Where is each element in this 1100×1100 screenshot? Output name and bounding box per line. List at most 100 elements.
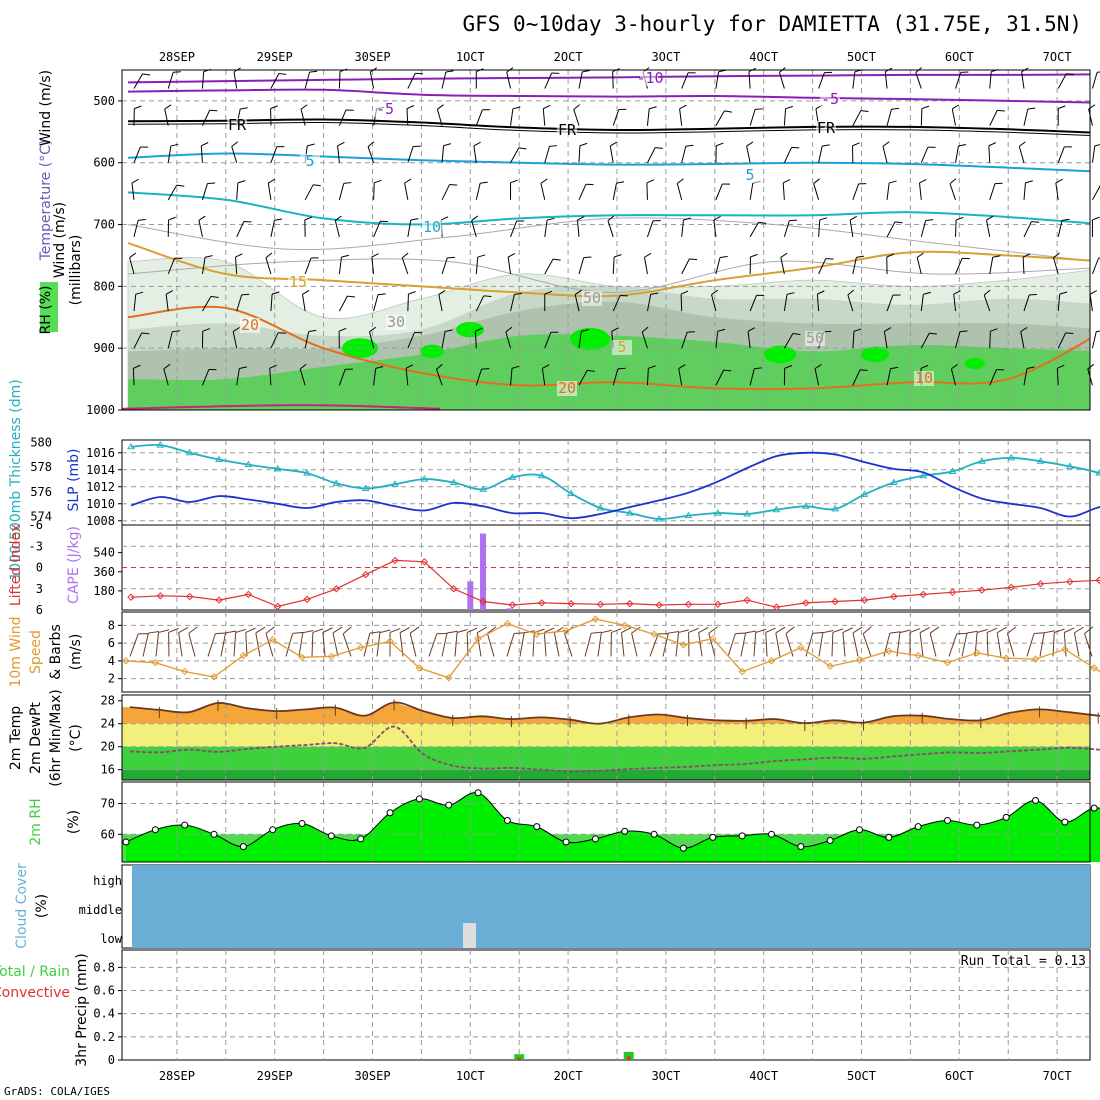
- wind-barb-upper: [749, 182, 754, 200]
- wind-barb-upper: [167, 184, 178, 201]
- wind-barb-upper: [749, 368, 755, 386]
- wind-barb-upper-flag: [617, 367, 626, 370]
- wind-barb-upper: [475, 109, 483, 126]
- wind10-barb: [961, 632, 968, 657]
- dewpt-line: [129, 725, 1100, 773]
- wind-barb-upper: [852, 183, 860, 200]
- wind-barb-upper-flag: [308, 329, 317, 333]
- temp-ylabel-2: 2m DewPt: [28, 702, 44, 774]
- wind-barb-upper: [953, 294, 957, 312]
- wind10-point: [415, 664, 424, 672]
- wind-barb-upper: [200, 145, 203, 163]
- rh2m-point: [269, 826, 277, 834]
- rh2m-point: [826, 836, 834, 844]
- wind-barb-upper: [304, 331, 310, 349]
- wind-barb-upper: [270, 332, 279, 349]
- lifted-index-point: [802, 599, 810, 607]
- wind-barb-upper-flag: [543, 104, 551, 110]
- wind-barb-upper-flag: [679, 104, 687, 110]
- wind10-barb: [818, 632, 824, 657]
- wind-barb-upper-flag: [347, 295, 356, 298]
- wind-barb-upper-flag: [547, 217, 555, 221]
- wind10-y-tick-label: 2: [108, 672, 115, 686]
- wind10-barb: [155, 632, 160, 657]
- wind-barb-upper-flag: [243, 221, 252, 223]
- wind-barb-upper: [369, 71, 375, 89]
- wind-barb-upper: [715, 71, 720, 89]
- wind-barb-upper-flag: [406, 105, 415, 110]
- top-date-label: 5OCT: [847, 50, 876, 64]
- wind-barb-upper-flag: [754, 367, 762, 370]
- wind-barb-upper: [510, 294, 515, 312]
- wind10-barb-flag: [668, 631, 680, 634]
- thickness-point: [860, 490, 869, 497]
- contour-label-bg: [805, 331, 825, 346]
- wind-barb-upper-flag: [512, 106, 521, 110]
- thickness-y-label: 580: [30, 436, 52, 450]
- wind-barb-upper-flag: [894, 221, 903, 224]
- wind-barb-upper-flag: [1020, 326, 1028, 332]
- wind-barb-upper: [407, 73, 416, 89]
- wind-barb-upper: [201, 183, 208, 200]
- wind10-barb: [919, 632, 924, 657]
- wind-barb-upper: [782, 182, 785, 200]
- lifted-index-point: [919, 590, 927, 599]
- wind-barb-upper-flag: [889, 180, 897, 184]
- wind-barb-upper: [715, 257, 721, 275]
- wind-barb-upper-flag: [852, 142, 860, 147]
- thickness-point: [772, 505, 781, 513]
- wind-barb-upper-flag: [676, 178, 684, 184]
- wind-barb-upper-flag: [265, 252, 273, 259]
- rh-contour-1: [127, 217, 1090, 262]
- wind10-barb: [698, 632, 703, 657]
- rh-high-blob: [965, 358, 985, 370]
- wind10-barb-flag: [889, 631, 901, 634]
- precip-label-conv: Convective: [0, 985, 70, 1001]
- wind-barb-upper: [883, 331, 888, 349]
- cloud-ylabel-unit: (%): [34, 894, 50, 918]
- cloud-level-label: high: [93, 874, 122, 888]
- wind-barb-upper-flag: [415, 72, 423, 75]
- wind-barb-upper: [301, 294, 306, 312]
- wind10-barb-flag: [929, 626, 940, 634]
- precip-y-tick-label: 0: [108, 1053, 115, 1067]
- wind-barb-upper-flag: [814, 364, 822, 370]
- rh2m-point: [386, 809, 394, 817]
- wind10-barb-flag: [601, 629, 612, 634]
- wind-barb-upper: [131, 182, 135, 200]
- wind-barb-upper-flag: [986, 215, 994, 221]
- wind-barb-upper-flag: [302, 290, 310, 295]
- lifted-index-point: [420, 558, 429, 566]
- wind10-point: [327, 652, 336, 661]
- wind-barb-upper: [299, 368, 306, 386]
- wind-barb-upper: [233, 71, 238, 89]
- contour-label: -5: [821, 90, 839, 108]
- wind-barb-upper: [544, 258, 554, 275]
- wind-barb-upper-flag: [789, 219, 798, 222]
- wind-barb-upper-flag: [138, 218, 146, 221]
- wind-barb-upper: [1023, 182, 1026, 200]
- wind-barb-upper: [955, 72, 962, 89]
- wind10-barb-flag: [862, 626, 872, 635]
- wind-barb-upper-flag: [581, 329, 589, 332]
- wind10-barb: [532, 632, 535, 657]
- rh2m-point: [181, 821, 189, 829]
- wind-barb-upper: [544, 146, 550, 163]
- wind-barb-upper-flag: [849, 215, 858, 221]
- wind-barb-upper-flag: [205, 255, 213, 258]
- rh2m-point: [298, 820, 306, 828]
- wind-barb-upper-flag: [408, 291, 416, 295]
- rh2m-point: [474, 789, 482, 797]
- wind-barb-upper: [405, 368, 409, 386]
- wind-barb-upper: [201, 369, 210, 386]
- rh2m-point: [327, 832, 335, 840]
- thickness-point: [948, 467, 957, 474]
- isotherm-25: [122, 404, 441, 410]
- wind-barb-upper: [436, 369, 443, 386]
- wind-barb-upper-flag: [847, 289, 855, 296]
- wind-barb-upper-flag: [1022, 253, 1031, 258]
- wind10-barb: [948, 633, 958, 657]
- wind-barb-upper-flag: [1089, 290, 1097, 295]
- wind10-barb-flag: [302, 629, 314, 634]
- wind-barb-upper: [612, 368, 619, 386]
